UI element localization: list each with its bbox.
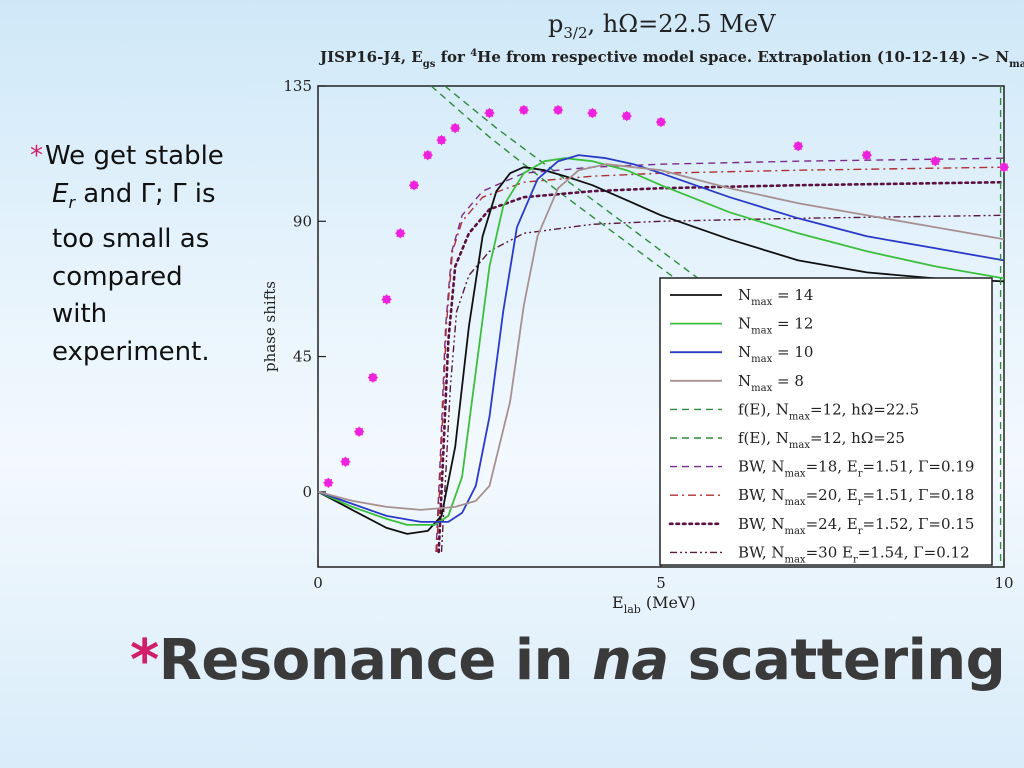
y-axis-label: phase shifts [261, 281, 279, 372]
bullet-line-6: experiment. [52, 336, 210, 367]
x-tick-label: 5 [656, 574, 666, 592]
chart-title: p3/2, hΩ=22.5 MeV [548, 10, 776, 42]
experiment-point [436, 135, 447, 146]
experiment-point [999, 162, 1009, 173]
experiment-points [323, 105, 1009, 488]
axis-ticks: 0 5 10 0 45 90 135 [283, 77, 1013, 592]
legend-label-fe225: f(E), Nmax=12, hΩ=22.5 [738, 400, 919, 422]
experiment-point [367, 372, 378, 383]
series-line-n14 [318, 166, 1004, 535]
series-line-fe25 [444, 86, 703, 282]
legend-label-n14: Nmax = 14 [738, 286, 813, 308]
experiment-point [553, 105, 564, 116]
experiment-point [656, 117, 666, 128]
legend-label-bw20: BW, Nmax=20, Er=1.51, Γ=0.18 [738, 486, 974, 508]
er-symbol: E [52, 178, 69, 209]
y-tick-label: 0 [302, 483, 312, 501]
experiment-point [518, 105, 529, 116]
slide-title: *Resonance in na scattering [130, 628, 1006, 693]
y-tick-label: 135 [283, 77, 312, 95]
bullet-star-icon: * [30, 141, 43, 171]
phase-shift-chart: p3/2, hΩ=22.5 MeV JISP16-J4, Egs for 4He… [261, 10, 1024, 616]
bullet-text: *We get stable Er and Γ; Γ is too small … [30, 138, 255, 371]
legend-label-n12: Nmax = 12 [738, 315, 813, 337]
experiment-point [793, 141, 804, 152]
chart-legend: Nmax = 14 Nmax = 12 Nmax = 10 Nmax = 8 f(E),… [659, 277, 993, 566]
legend-label-fe25: f(E), Nmax=12, hΩ=25 [738, 429, 905, 451]
series-line-fe225 [430, 86, 696, 294]
legend-label-n8: Nmax = 8 [738, 372, 804, 394]
experiment-point [340, 456, 351, 467]
experiment-point [422, 150, 433, 161]
experiment-point [930, 156, 941, 167]
er-subscript: r [68, 192, 76, 212]
x-axis-label: Elab (MeV) [612, 593, 696, 616]
bullet-line-3: too small as [52, 224, 210, 255]
y-tick-label: 45 [293, 348, 312, 366]
chart-subtitle: JISP16-J4, Egs for 4He from respective m… [318, 48, 1024, 70]
legend-label-bw18: BW, Nmax=18, Er=1.51, Γ=0.19 [738, 458, 974, 480]
x-tick-label: 10 [994, 574, 1013, 592]
bullet-line-2: Er and Γ; Γ is [52, 178, 216, 212]
series-line-n12 [318, 157, 1004, 526]
experiment-point [621, 111, 632, 122]
experiment-point [450, 123, 461, 134]
experiment-point [409, 180, 420, 191]
series-line-bw30 [440, 214, 1004, 553]
x-tick-label: 0 [313, 574, 323, 592]
bullet-line-4: compared [52, 261, 183, 292]
bullet-line-5: with [52, 299, 108, 330]
legend-label-n10: Nmax = 10 [738, 343, 813, 365]
experiment-point [587, 108, 598, 119]
experiment-point [354, 426, 365, 437]
series-lines [318, 86, 1004, 567]
bullet-line-1: *We get stable [30, 141, 224, 171]
experiment-point [861, 150, 872, 161]
series-line-bw20 [436, 166, 1004, 553]
title-star-icon: * [130, 628, 159, 693]
experiment-point [484, 108, 495, 119]
series-line-n8 [318, 163, 1004, 511]
series-line-n10 [318, 154, 1004, 523]
legend-box [659, 277, 993, 566]
series-line-bw24 [437, 180, 1004, 554]
legend-label-bw30: BW, Nmax=30 Er=1.54, Γ=0.12 [738, 543, 970, 565]
experiment-point [381, 294, 392, 305]
experiment-point [323, 477, 334, 488]
y-tick-label: 90 [293, 212, 312, 230]
legend-label-bw24: BW, Nmax=24, Er=1.52, Γ=0.15 [738, 515, 974, 537]
experiment-point [395, 228, 406, 239]
